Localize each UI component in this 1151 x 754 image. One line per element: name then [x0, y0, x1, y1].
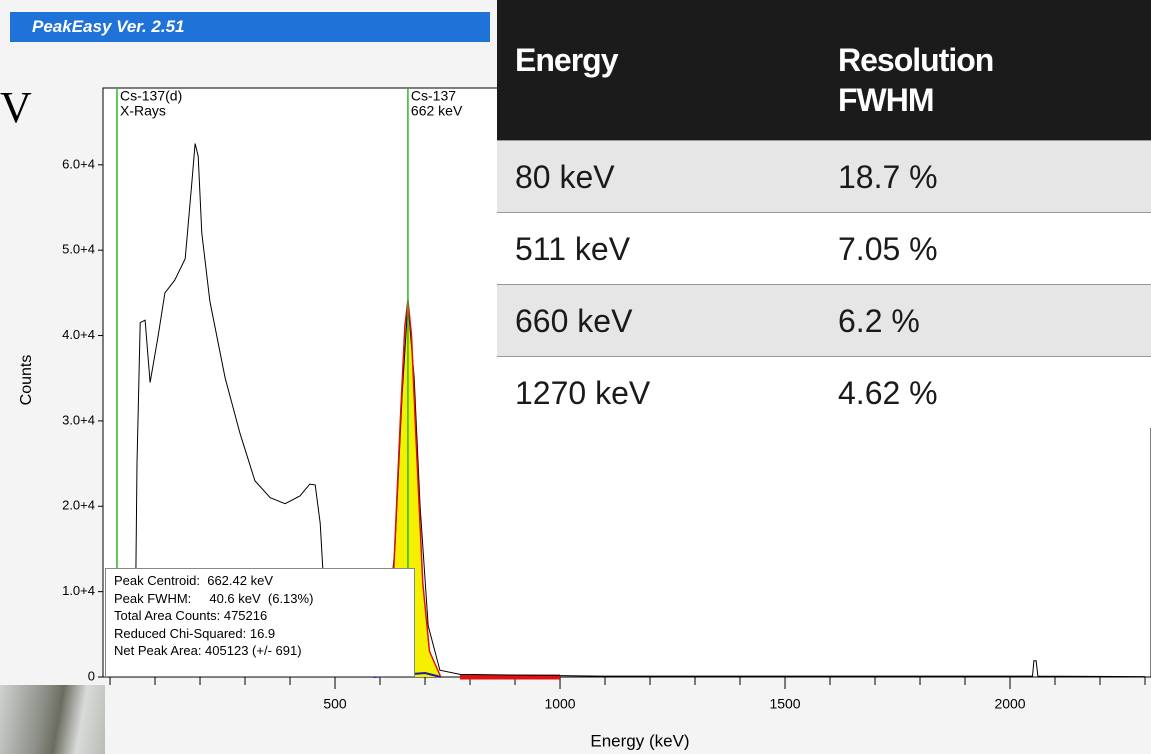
table-row: 1270 keV 4.62 % — [497, 356, 1151, 428]
x-tick-label: 500 — [323, 696, 347, 712]
y-tick-label: 5.0+4 — [62, 242, 95, 257]
resolution-table: Energy Resolution FWHM 80 keV 18.7 % 511 k… — [497, 0, 1151, 428]
y-tick-label: 1.0+4 — [62, 583, 95, 598]
y-tick-label: 4.0+4 — [62, 327, 95, 342]
x-tick-label: 1000 — [544, 696, 575, 712]
x-tick-label: 2000 — [994, 696, 1025, 712]
peak-info-box: Peak Centroid: 662.42 keV Peak FWHM: 40.6… — [105, 568, 415, 677]
y-tick-label: 2.0+4 — [62, 498, 95, 513]
info-line: Net Peak Area: 405123 (+/- 691) — [114, 643, 302, 658]
table-row: 511 keV 7.05 % — [497, 212, 1151, 284]
table-cell: 660 keV — [515, 303, 633, 339]
marker-label: X-Rays — [120, 103, 166, 119]
table-cell: 511 keV — [515, 231, 631, 267]
fit-area — [373, 299, 441, 677]
table-cell: 4.62 % — [838, 375, 938, 411]
series-line — [134, 143, 1146, 678]
table-row: 80 keV 18.7 % — [497, 140, 1151, 212]
header-cell: Energy — [515, 42, 618, 78]
marker-label: Cs-137 — [411, 88, 456, 104]
y-axis-title: Counts — [18, 355, 35, 406]
stray-text: V — [0, 83, 32, 132]
title-bar: PeakEasy Ver. 2.51 — [10, 12, 490, 42]
y-tick-label: 3.0+4 — [62, 412, 95, 427]
table-cell: 1270 keV — [515, 375, 651, 411]
table-row: 660 keV 6.2 % — [497, 284, 1151, 356]
table-header: Energy Resolution FWHM — [497, 0, 1151, 140]
table-cell: 80 keV — [515, 159, 615, 195]
info-line: Reduced Chi-Squared: 16.9 — [114, 625, 276, 641]
info-line: Peak Centroid: 662.42 keV — [114, 573, 273, 588]
y-tick-label: 6.0+4 — [62, 156, 95, 171]
x-axis-title: Energy (keV) — [590, 731, 689, 750]
info-line: Total Area Counts: 475216 — [114, 608, 268, 623]
table-cell: 6.2 % — [838, 303, 920, 339]
info-line: Peak FWHM: 40.6 keV (6.13%) — [114, 590, 314, 606]
y-tick-label: 0 — [88, 668, 95, 683]
table-cell: 18.7 % — [838, 159, 938, 195]
header-cell: Resolution FWHM — [838, 42, 994, 118]
marker-label: Cs-137(d) — [120, 88, 182, 104]
marker-label: 662 keV — [411, 103, 463, 119]
x-tick-label: 1500 — [769, 696, 800, 712]
table-cell: 7.05 % — [838, 231, 938, 267]
photo-fragment — [0, 685, 105, 754]
